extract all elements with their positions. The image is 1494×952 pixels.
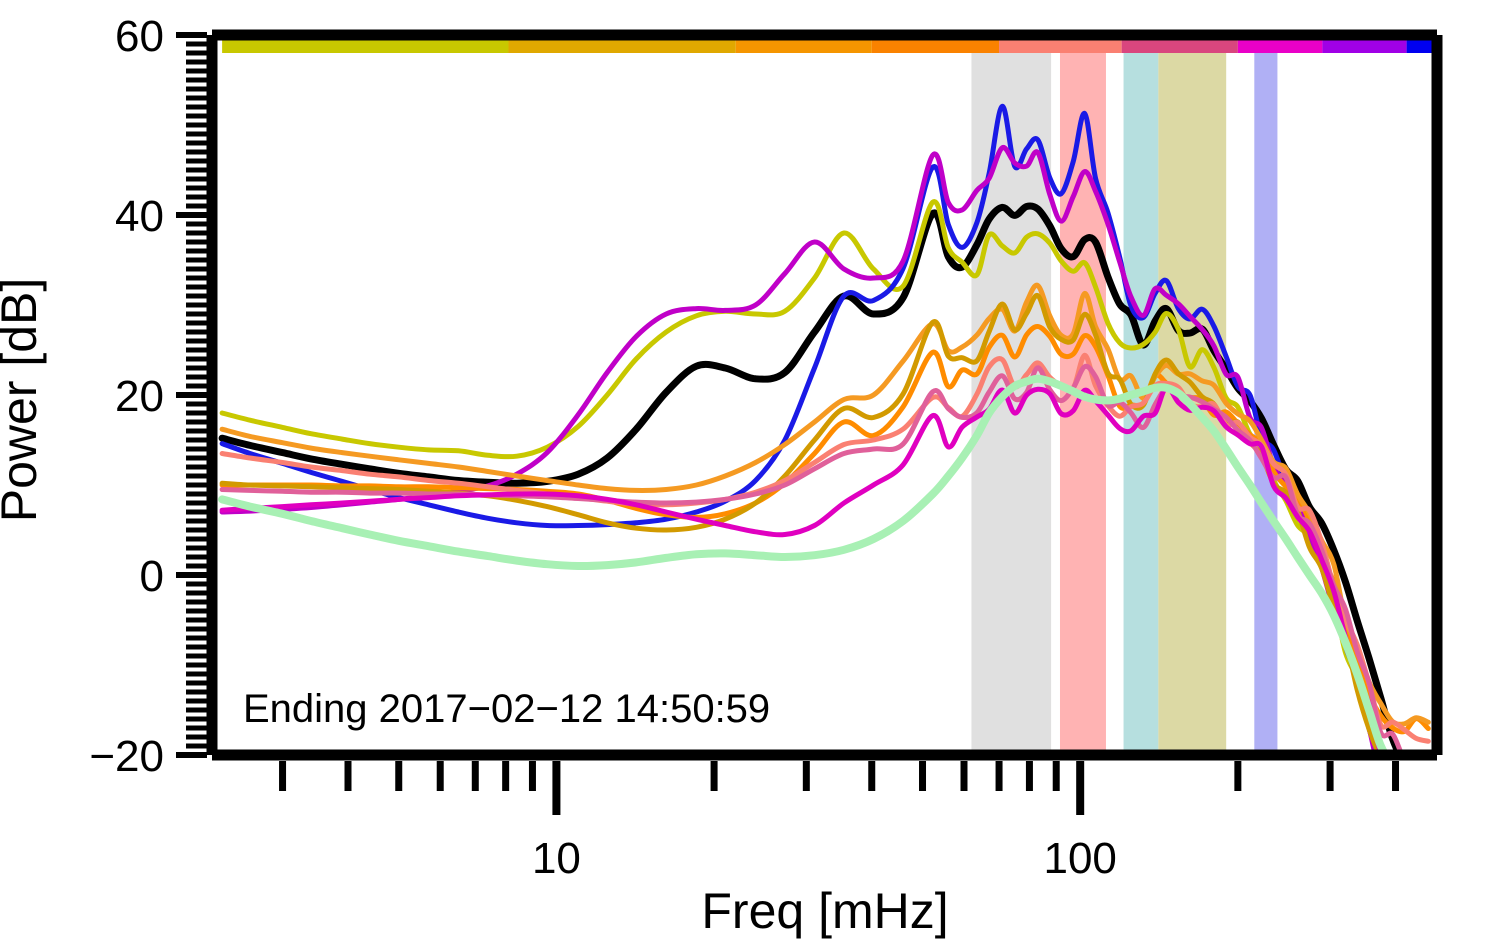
y-tick-label: 60 [115, 12, 164, 61]
seg-blue [1406, 40, 1437, 53]
seg-orange [871, 40, 1000, 53]
seg-purple [1322, 40, 1407, 53]
seg-magenta [1237, 40, 1323, 53]
seg-salmon [999, 40, 1122, 53]
ending-timestamp-annotation: Ending 2017−02−12 14:50:59 [243, 687, 770, 731]
colorbar-layer [222, 40, 1437, 53]
axes-frame [206, 29, 1443, 761]
y-tick-label: 0 [140, 552, 164, 601]
y-tick-label: −20 [89, 732, 164, 781]
axis-tick-labels: −20 0 20 40 60 10 100 [89, 12, 1117, 883]
y-tick-label: 40 [115, 192, 164, 241]
axis-ticks [176, 32, 1400, 815]
x-axis-label: Freq [mHz] [701, 883, 948, 939]
x-tick-label: 10 [532, 834, 581, 883]
series-orange-light [219, 282, 1431, 727]
seg-crimson [1121, 40, 1238, 53]
band-khaki [1158, 35, 1227, 755]
seg-gold [508, 40, 736, 53]
series-layer [218, 103, 1431, 757]
x-tick-label: 100 [1043, 834, 1116, 883]
seg-amber [735, 40, 872, 53]
y-tick-label: 20 [115, 372, 164, 421]
series-olive-yellow [219, 199, 1412, 757]
series-magenta-bright [219, 384, 1431, 757]
y-axis-label: Power [dB] [0, 278, 47, 523]
series-light-green [218, 374, 1392, 757]
seg-yellow [222, 40, 509, 53]
band-periwinkle [1254, 35, 1278, 755]
